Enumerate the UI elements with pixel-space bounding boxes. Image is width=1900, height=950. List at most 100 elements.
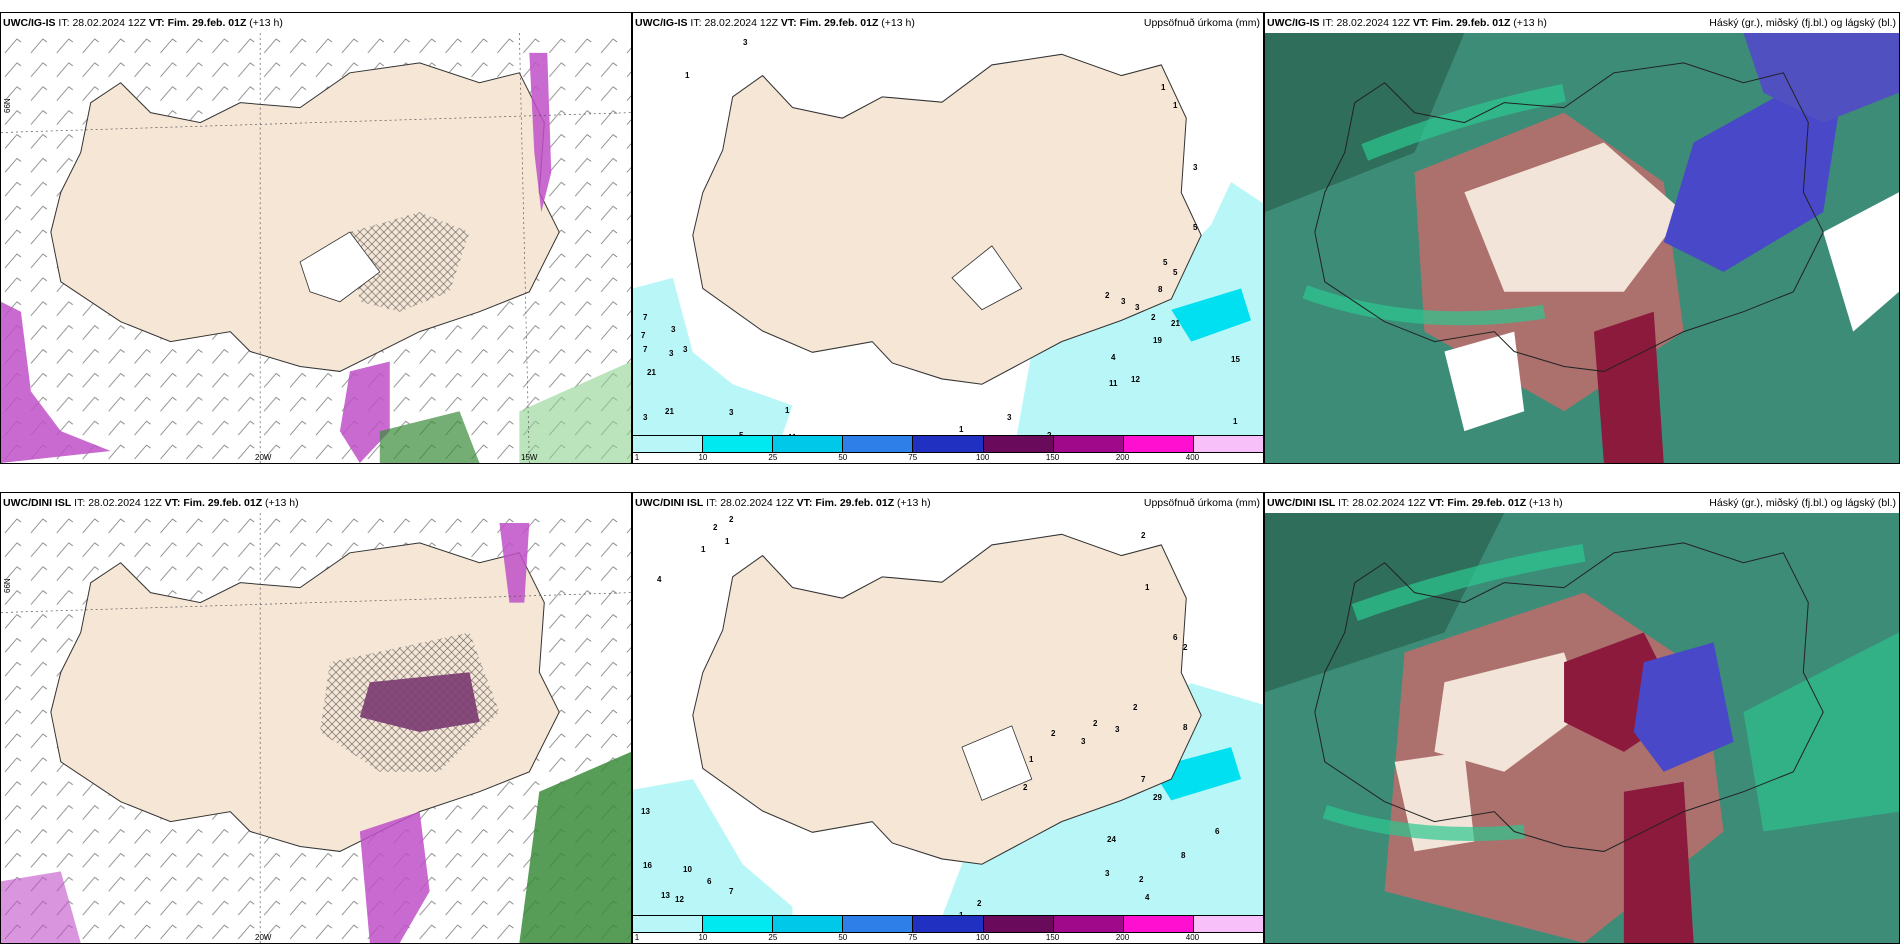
precip-value: 1: [701, 545, 706, 554]
precip-value: 2: [977, 899, 982, 908]
vt-label: VT:: [1412, 17, 1429, 29]
colorbar-label: 10: [698, 453, 708, 462]
colorbar-cell: [633, 436, 703, 452]
colorbar-cell: [1122, 916, 1193, 932]
it-label: IT:: [1338, 497, 1350, 509]
colorbar-cell: [772, 916, 843, 932]
lon-label-15w: 15W: [521, 453, 538, 462]
colorbar-cell: [772, 436, 843, 452]
it-label: IT:: [58, 17, 70, 29]
lead-time: (+13 h): [881, 17, 915, 29]
colorbar-cell: [1052, 436, 1123, 452]
panel-header: UWC/DINI ISL IT: 28.02.2024 12Z VT: Fim.…: [1265, 493, 1899, 513]
panel-header: UWC/IG-IS IT: 28.02.2024 12Z VT: Fim. 29…: [1265, 13, 1899, 33]
vt-value: Fim. 29.feb. 01Z: [167, 17, 247, 29]
precip-value: 21: [1171, 319, 1180, 328]
precip-value: 2: [713, 523, 718, 532]
precip-value: 3: [683, 345, 688, 354]
vt-value: Fim. 29.feb. 01Z: [1431, 17, 1511, 29]
it-value: 28.02.2024 12Z: [1352, 497, 1426, 509]
precip-value: 7: [643, 345, 648, 354]
panel-header: UWC/DINI ISL IT: 28.02.2024 12Z VT: Fim.…: [1, 493, 631, 513]
precip-value: 3: [1081, 737, 1086, 746]
vt-value: Fim. 29.feb. 01Z: [1447, 497, 1527, 509]
it-label: IT:: [706, 497, 718, 509]
precip-value: 15: [1231, 355, 1240, 364]
it-value: 28.02.2024 12Z: [88, 497, 162, 509]
colorbar-label: 50: [838, 453, 848, 462]
precip-value: 2: [1183, 643, 1188, 652]
precip-value: 12: [675, 895, 684, 904]
wind-map: [1, 33, 631, 463]
panel-header: UWC/IG-IS IT: 28.02.2024 12Z VT: Fim. 29…: [1, 13, 631, 33]
precip-value: 21: [665, 407, 674, 416]
vt-value: Fim. 29.feb. 01Z: [799, 17, 879, 29]
colorbar-cell: [842, 916, 913, 932]
precip-value: 7: [1141, 775, 1146, 784]
cloud-title: Háský (gr.), miðský (fj.bl.) og lágský (…: [1709, 497, 1896, 509]
cloud-map: [1265, 33, 1899, 463]
precip-value: 2: [1023, 783, 1028, 792]
precip-value: 2: [729, 515, 734, 524]
colorbar-label: 400: [1185, 453, 1200, 462]
colorbar-cell: [1052, 916, 1123, 932]
precip-panel-top: UWC/IG-IS IT: 28.02.2024 12Z VT: Fim. 29…: [632, 12, 1264, 464]
precip-value: 3: [643, 413, 648, 422]
precip-value: 3: [1135, 303, 1140, 312]
iceland-land: [692, 53, 1202, 385]
precip-colorbar: 1 10 25 50 75 100 150 200 400: [633, 435, 1263, 463]
precip-value: 7: [643, 313, 648, 322]
colorbar-label: 50: [838, 933, 848, 942]
cloud-map: [1265, 513, 1899, 943]
precip-value: 5: [1173, 268, 1178, 277]
lon-label-20w: 20W: [255, 453, 272, 462]
precip-value: 3: [729, 408, 734, 417]
cloud-map-svg: [1265, 33, 1899, 463]
cloud-title: Háský (gr.), miðský (fj.bl.) og lágský (…: [1709, 17, 1896, 29]
colorbar-label: 400: [1185, 933, 1200, 942]
precip-value: 3: [1193, 163, 1198, 172]
precip-value: 3: [743, 38, 748, 47]
precip-value: 6: [1173, 633, 1178, 642]
model-name: UWC/IG-IS: [635, 17, 688, 29]
colorbar-cell: [1122, 436, 1193, 452]
precip-value: 4: [657, 575, 662, 584]
vt-label: VT:: [780, 17, 797, 29]
model-name: UWC/DINI ISL: [635, 497, 704, 509]
precip-value: 19: [1153, 336, 1162, 345]
vt-value: Fim. 29.feb. 01Z: [183, 497, 263, 509]
it-value: 28.02.2024 12Z: [720, 497, 794, 509]
precip-value: 8: [1181, 851, 1186, 860]
wind-map-svg: [1, 513, 631, 943]
colorbar-cell: [633, 916, 703, 932]
model-name: UWC/DINI ISL: [1267, 497, 1336, 509]
precip-value: 7: [641, 331, 646, 340]
cloud-map-svg: [1265, 513, 1899, 943]
lead-time: (+13 h): [249, 17, 283, 29]
precip-value: 6: [707, 877, 712, 886]
vt-label: VT:: [148, 17, 165, 29]
precip-colorbar: 1 10 25 50 75 100 150 200 400: [633, 915, 1263, 943]
vt-label: VT:: [796, 497, 813, 509]
colorbar-label: 1: [634, 933, 640, 942]
precip-value: 6: [1215, 827, 1220, 836]
precip-value: 11: [1109, 379, 1118, 388]
cloud-panel-bottom: UWC/DINI ISL IT: 28.02.2024 12Z VT: Fim.…: [1264, 492, 1900, 944]
precip-value: 13: [641, 807, 650, 816]
precip-value: 16: [643, 861, 652, 870]
cloud-panel-top: UWC/IG-IS IT: 28.02.2024 12Z VT: Fim. 29…: [1264, 12, 1900, 464]
colorbar-cell: [702, 436, 773, 452]
wind-map-svg: [1, 33, 631, 463]
precip-value: 1: [1029, 755, 1034, 764]
colorbar-label: 25: [768, 453, 778, 462]
lead-time: (+13 h): [265, 497, 299, 509]
precip-value: 1: [1173, 101, 1178, 110]
it-value: 28.02.2024 12Z: [704, 17, 778, 29]
precip-value: 13: [661, 891, 670, 900]
precip-value: 8: [1183, 723, 1188, 732]
precip-value: 3: [1115, 725, 1120, 734]
precip-value: 21: [647, 368, 656, 377]
precip-value: 3: [1121, 297, 1126, 306]
precip-value: 3: [671, 325, 676, 334]
colorbar-cell: [982, 436, 1053, 452]
